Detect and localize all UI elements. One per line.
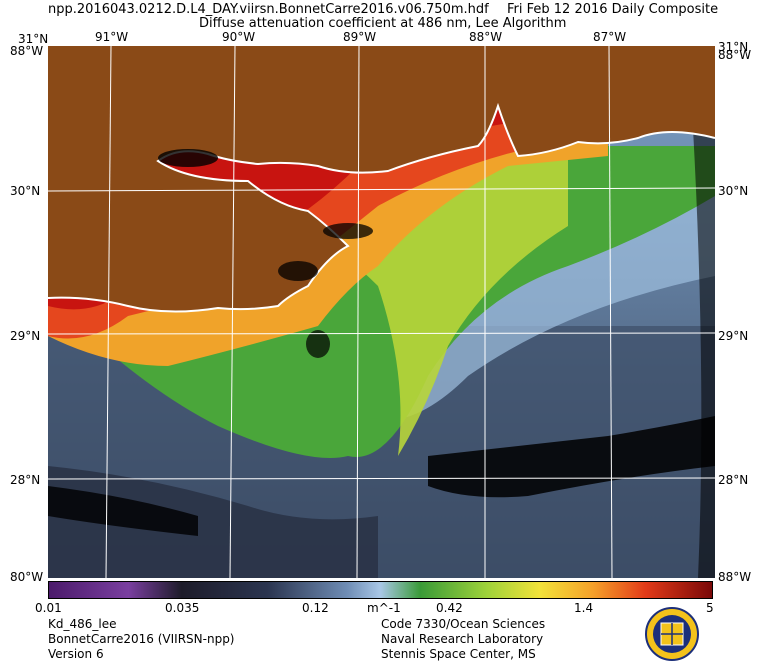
colorbar-tick-0: 0.01 xyxy=(35,601,62,615)
nrl-seal-icon xyxy=(645,607,699,661)
lat-label-28n-right: 28°N xyxy=(718,473,749,487)
lon-label-88w: 88°W xyxy=(469,30,503,44)
corner-lat-top-right: 31°N xyxy=(718,40,749,54)
corner-lon-bottom-left: 80°W xyxy=(10,570,44,584)
graticule xyxy=(48,46,715,578)
colorbar xyxy=(48,581,713,599)
footer-code: Code 7330/Ocean Sciences xyxy=(381,617,546,631)
lon-label-90w: 90°W xyxy=(222,30,256,44)
lat-label-30n-right: 30°N xyxy=(718,184,749,198)
footer-region: BonnetCarre2016 (VIIRSN-npp) xyxy=(48,632,235,646)
footer-version: Version 6 xyxy=(48,647,104,661)
footer-location: Stennis Space Center, MS xyxy=(381,647,536,661)
footer-lab: Naval Research Laboratory xyxy=(381,632,544,646)
date-title: Fri Feb 12 2016 Daily Composite xyxy=(507,2,719,17)
colorbar-tick-3: 0.42 xyxy=(436,601,463,615)
lat-label-30n-left: 30°N xyxy=(10,184,41,198)
colorbar-tick-2: 0.12 xyxy=(302,601,329,615)
lat-label-28n-left: 28°N xyxy=(10,473,41,487)
lat-label-29n-left: 29°N xyxy=(10,329,41,343)
corner-lon-top-right: 88°W xyxy=(718,48,752,62)
lon-label-87w: 87°W xyxy=(593,30,627,44)
lon-label-91w: 91°W xyxy=(95,30,129,44)
product-subtitle: Diffuse attenuation coefficient at 486 n… xyxy=(199,16,567,31)
filename-title: npp.2016043.0212.D.L4_DAY.viirsn.BonnetC… xyxy=(48,2,489,17)
colorbar-unit: m^-1 xyxy=(367,601,401,615)
colorbar-tick-1: 0.035 xyxy=(165,601,200,615)
corner-lon-bottom-right: 88°W xyxy=(718,570,752,584)
land-area xyxy=(48,46,715,312)
colorbar-tick-5: 5 xyxy=(706,601,714,615)
colorbar-tick-4: 1.4 xyxy=(574,601,594,615)
corner-lat-top-left: 31°N xyxy=(18,32,49,46)
corner-lon-top-left: 88°W xyxy=(10,44,44,58)
lon-label-89w: 89°W xyxy=(343,30,377,44)
kd486-map xyxy=(48,46,715,578)
footer-product: Kd_486_lee xyxy=(48,617,117,631)
lat-label-29n-right: 29°N xyxy=(718,329,749,343)
